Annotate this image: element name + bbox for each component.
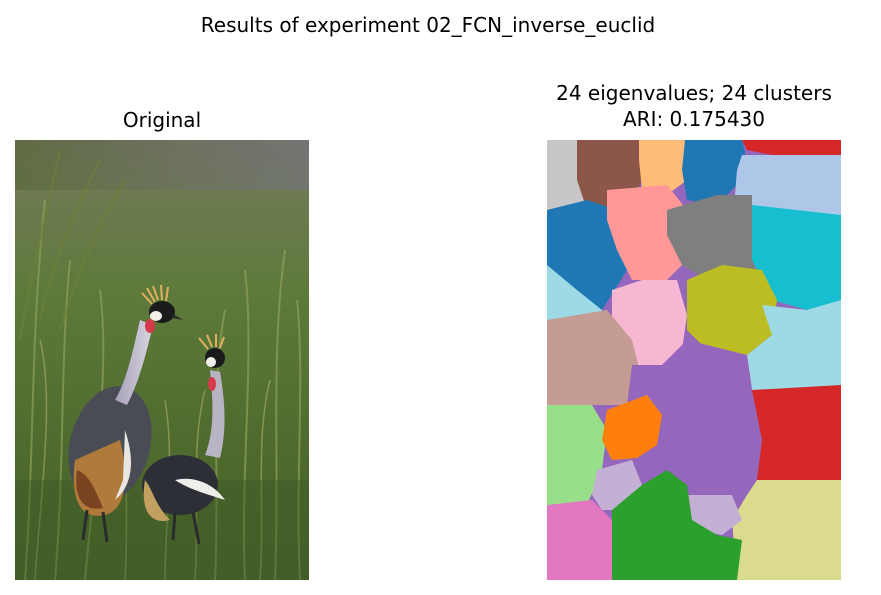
segmentation-title-ari: ARI: 0.175430	[622, 107, 765, 131]
segment-region	[742, 140, 841, 158]
segment-region	[667, 195, 757, 280]
segment-region	[682, 140, 747, 205]
left-crane-shape	[68, 284, 183, 543]
segment-region	[732, 480, 841, 580]
segment-region	[547, 310, 642, 410]
segment-region	[547, 500, 617, 580]
segment-region	[607, 185, 687, 280]
segmentation-title-eigenvalues: 24 eigenvalues; 24 clusters	[556, 81, 832, 105]
segment-region	[752, 205, 841, 315]
original-panel-title: Original	[122, 108, 202, 132]
segment-region	[687, 265, 777, 355]
segment-region	[547, 405, 607, 505]
segment-region	[627, 340, 762, 505]
figure-suptitle: Results of experiment 02_FCN_inverse_euc…	[200, 13, 656, 37]
right-crane-shape	[142, 334, 225, 545]
segment-region	[752, 385, 841, 485]
original-image	[15, 140, 309, 580]
segment-region	[602, 395, 662, 460]
segment-region	[547, 265, 607, 325]
segmentation-panel-title: 24 eigenvalues; 24 clusters ARI: 0.17543…	[500, 80, 881, 132]
segment-region	[747, 300, 841, 390]
segment-region	[639, 140, 687, 195]
segment-region	[612, 470, 742, 580]
segmentation-image	[547, 140, 841, 580]
